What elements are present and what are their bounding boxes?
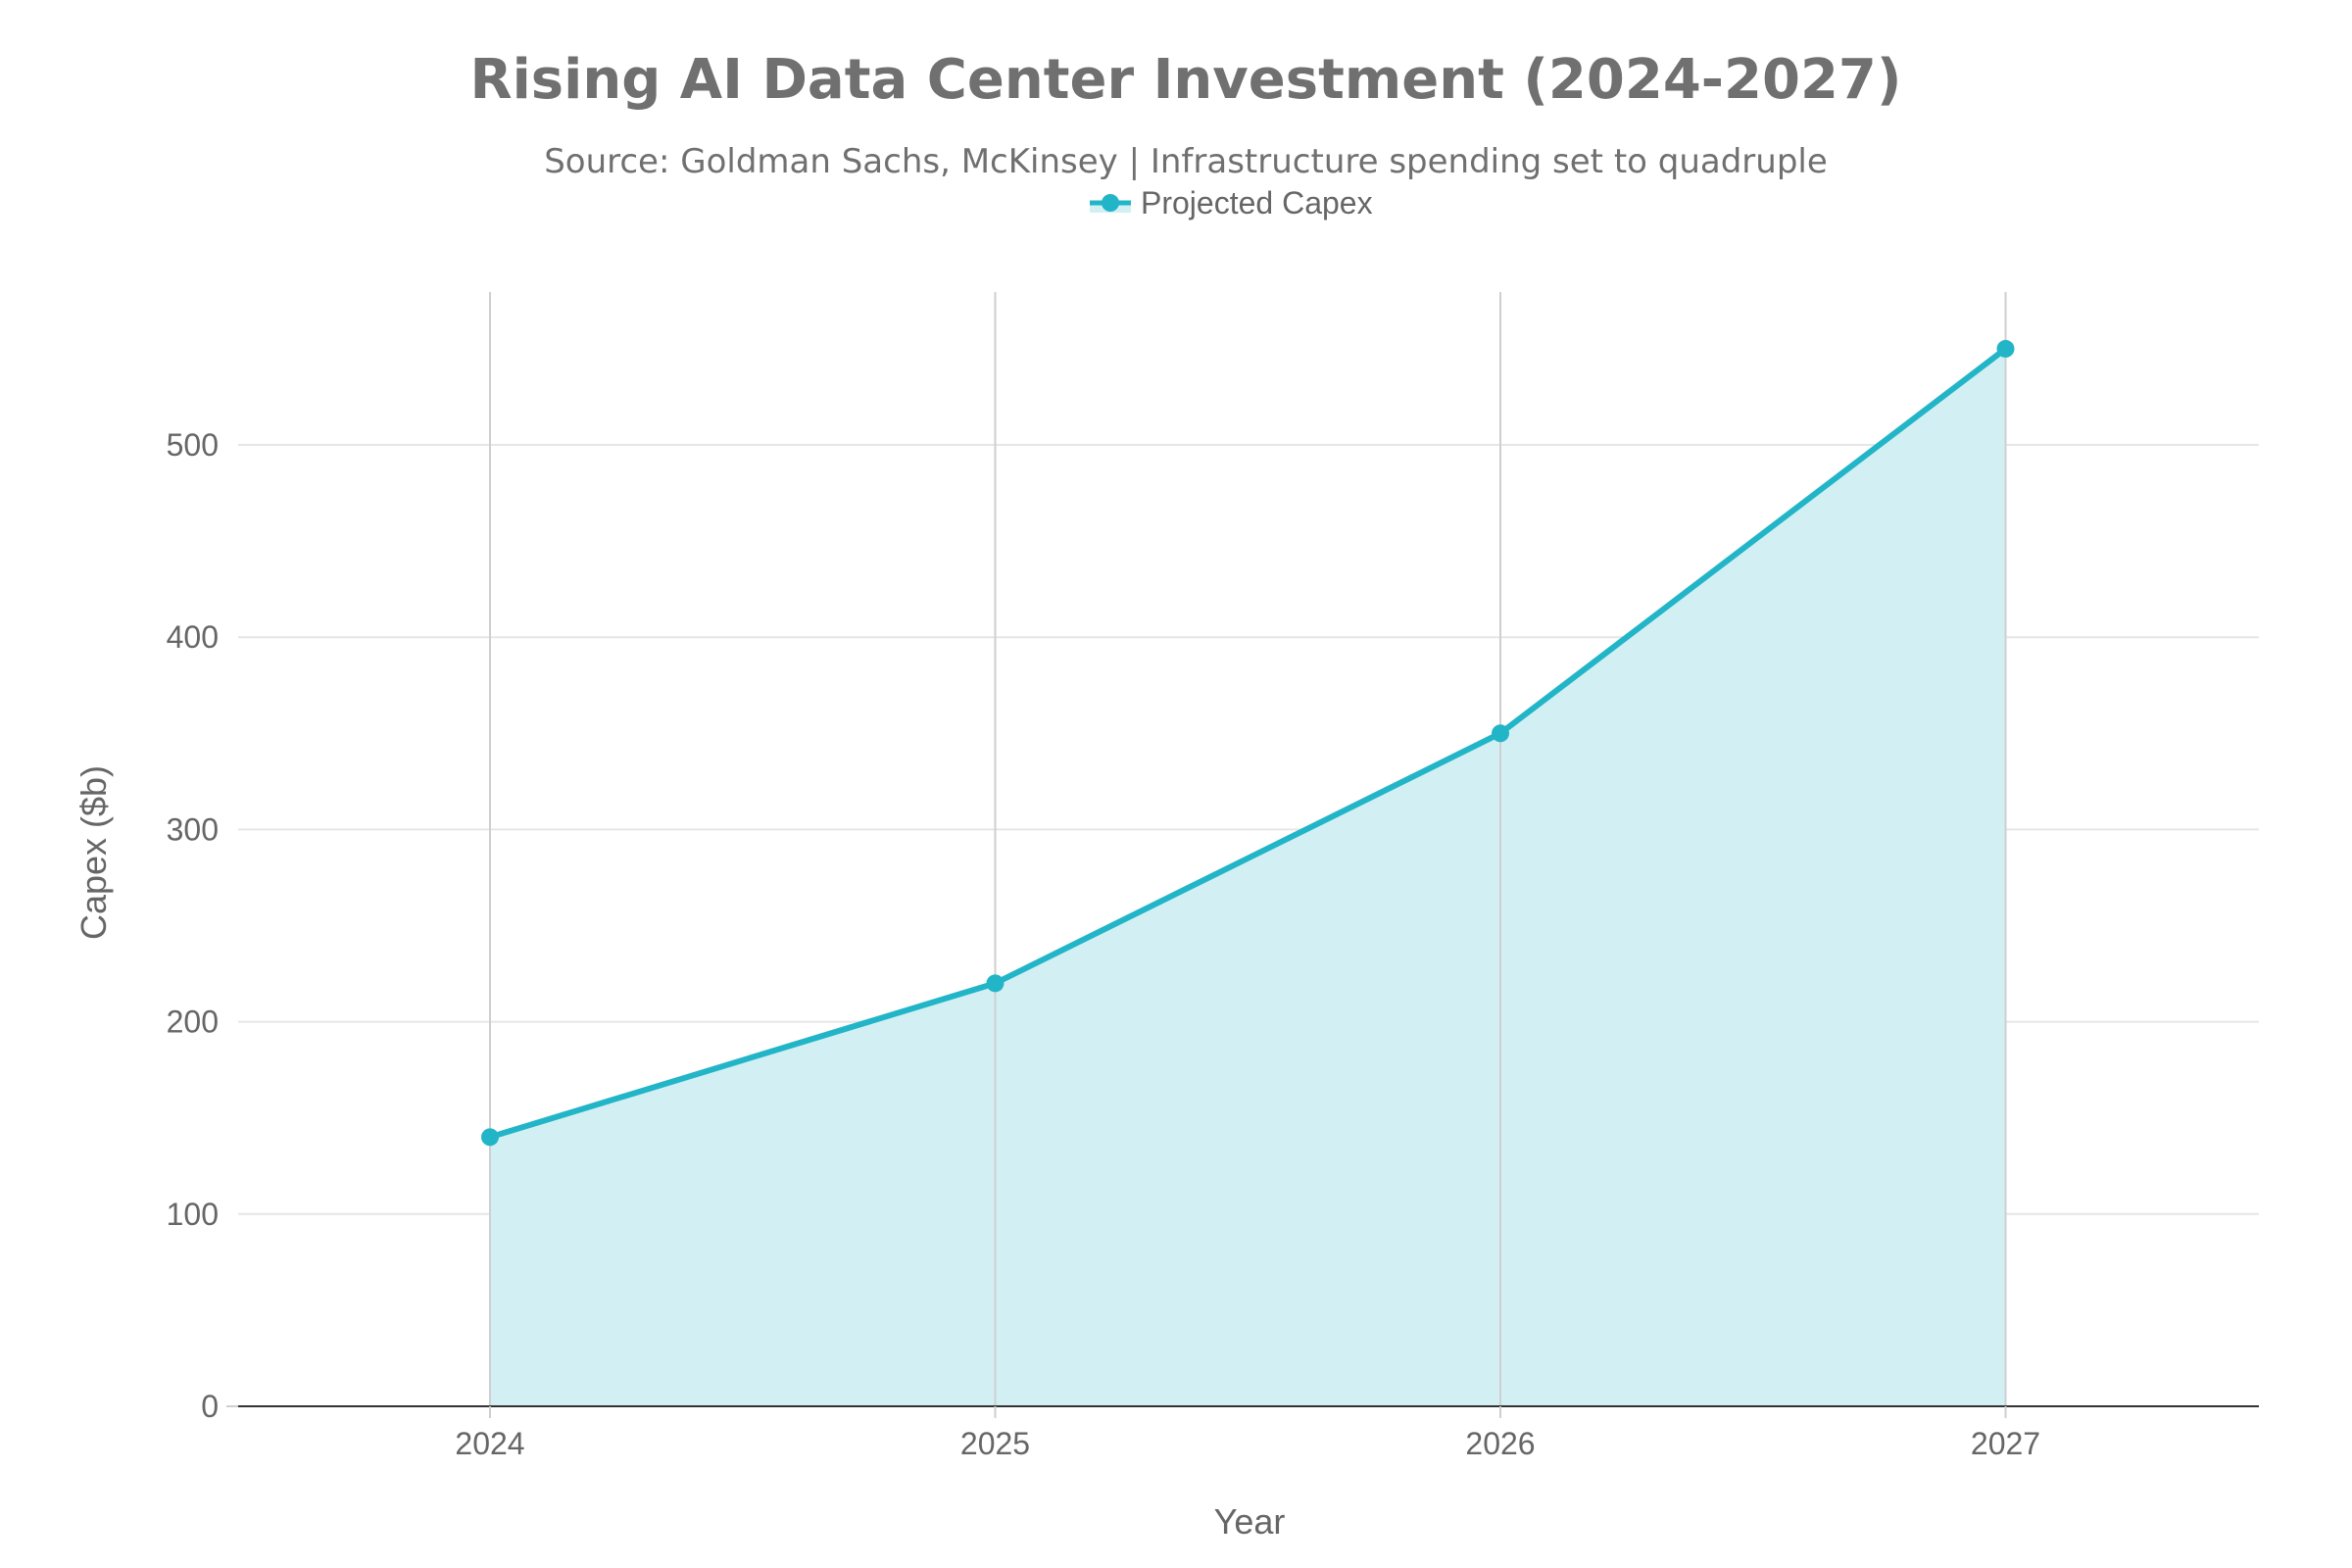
x-axis xyxy=(226,1405,2259,1418)
x-tick-labels: 2024 2025 2026 2027 xyxy=(455,1426,2040,1461)
chart-subtitle: Source: Goldman Sachs, McKinsey | Infras… xyxy=(544,142,1828,181)
data-point[interactable]: 2024: 140 xyxy=(481,1128,499,1147)
y-tick-label: 200 xyxy=(167,1004,219,1040)
legend[interactable]: Projected Capex xyxy=(1090,185,1373,220)
area-fill xyxy=(490,348,2006,1406)
y-tick-label: 100 xyxy=(167,1197,219,1232)
data-point[interactable]: 2026: 350 xyxy=(1492,724,1509,743)
x-tick-label: 2024 xyxy=(455,1426,524,1461)
y-tick-label: 500 xyxy=(167,427,219,463)
y-tick-label: 400 xyxy=(167,619,219,655)
series-line xyxy=(487,345,2009,1141)
legend-label: Projected Capex xyxy=(1141,185,1373,220)
series-markers[interactable]: 2024: 140 2025: 220 2026: 350 2027: 550 xyxy=(481,339,2015,1147)
y-tick-labels: 0 100 200 300 400 500 xyxy=(167,427,219,1424)
y-tick-label: 0 xyxy=(201,1389,219,1424)
vertical-gridlines xyxy=(489,292,2007,1406)
data-point[interactable]: 2025: 220 xyxy=(986,974,1004,993)
x-tick-label: 2027 xyxy=(1971,1426,2040,1461)
y-axis-title: Capex ($b) xyxy=(74,765,114,940)
y-tick-label: 300 xyxy=(167,811,219,847)
x-axis-title: Year xyxy=(1214,1501,1286,1542)
area-fill-layer xyxy=(490,348,2006,1406)
chart-title: Rising AI Data Center Investment (2024-2… xyxy=(469,48,1901,112)
x-tick-label: 2025 xyxy=(960,1426,1030,1461)
x-tick-label: 2026 xyxy=(1465,1426,1535,1461)
series-line-layer xyxy=(487,345,2009,1141)
data-point[interactable]: 2027: 550 xyxy=(1996,339,2015,358)
legend-marker xyxy=(1102,194,1119,212)
